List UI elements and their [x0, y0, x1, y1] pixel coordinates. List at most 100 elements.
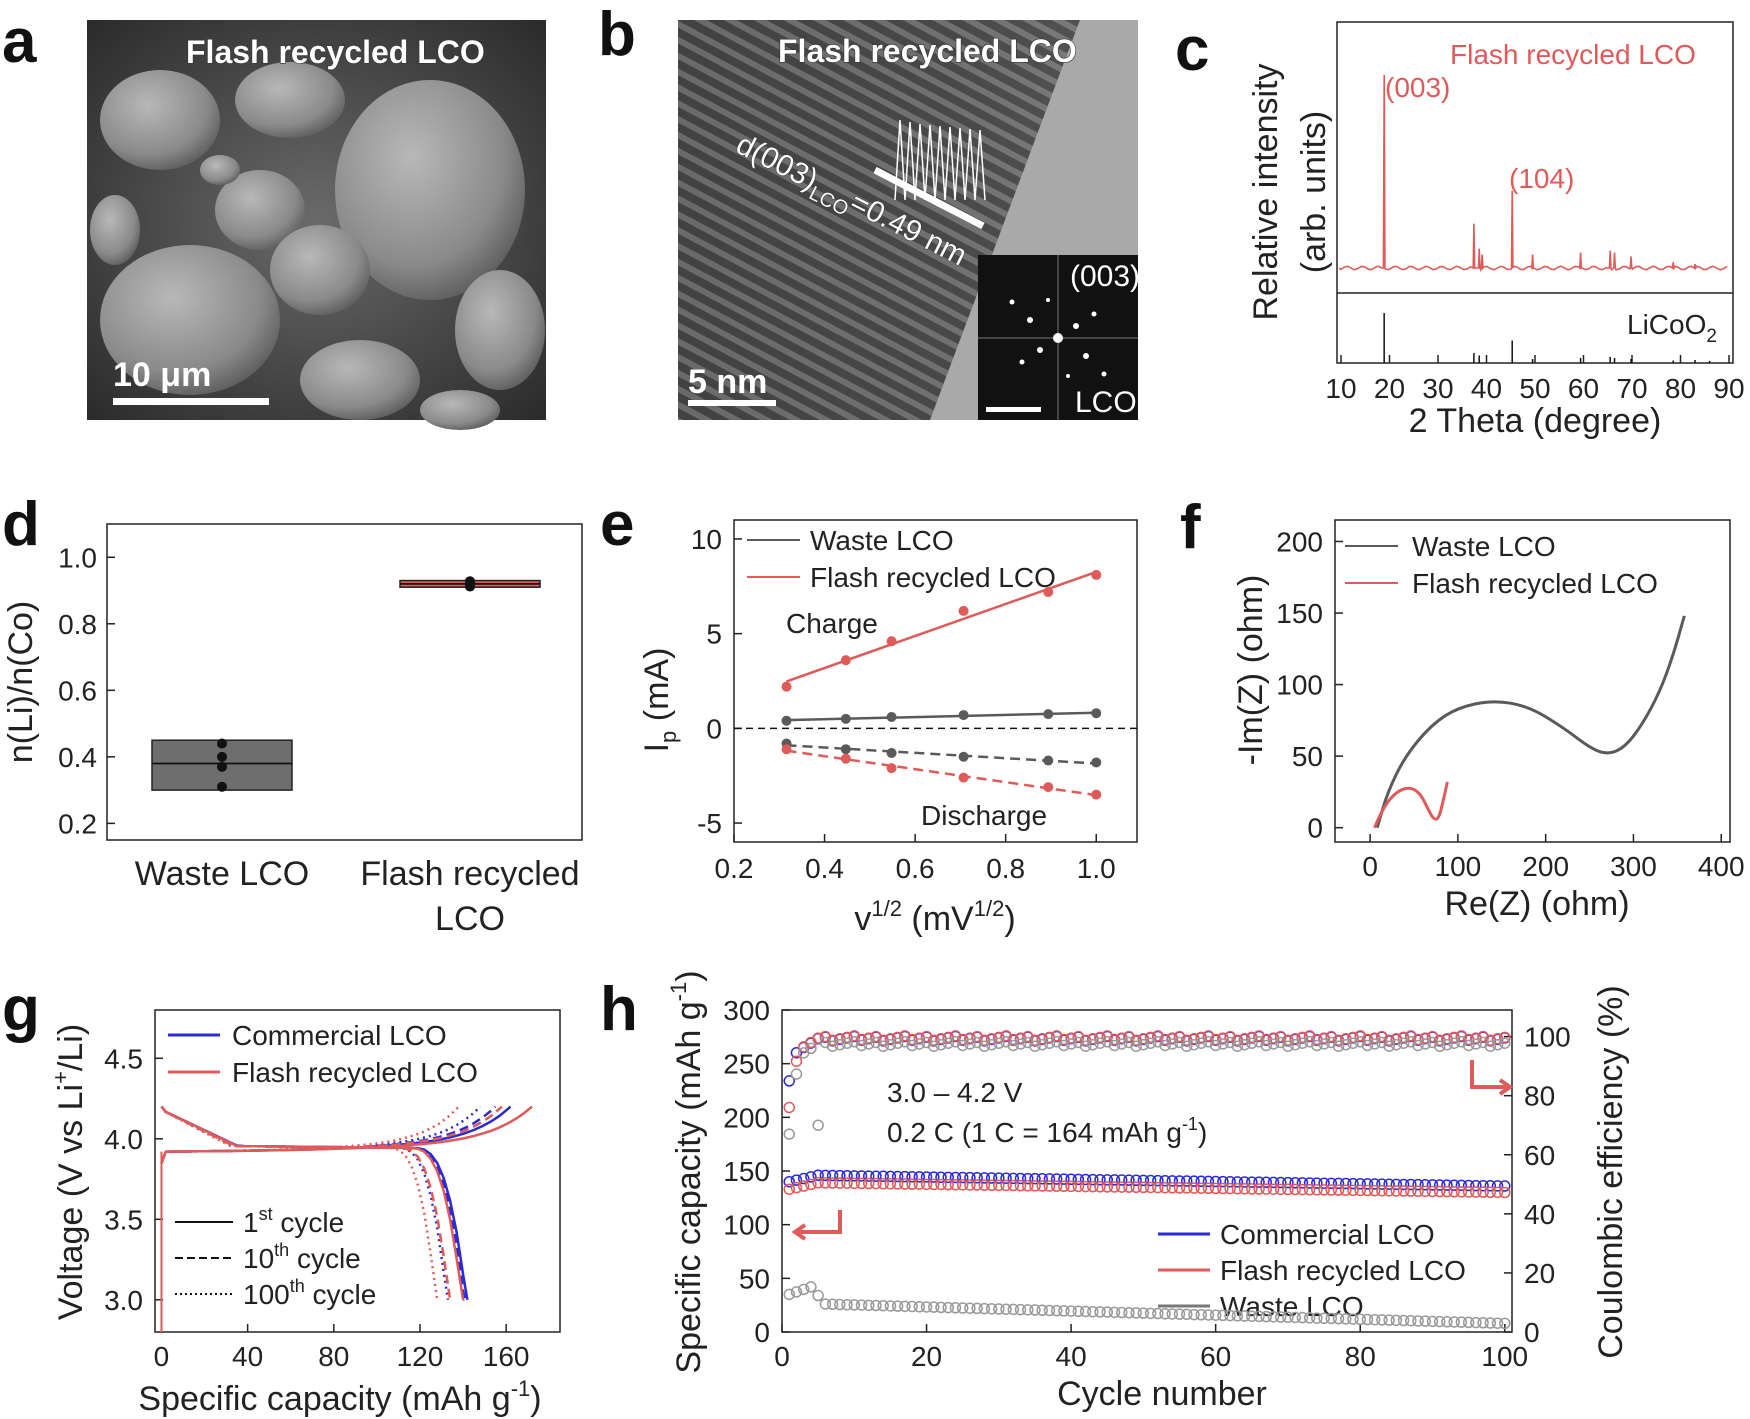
cyc-capacity-point — [1130, 1307, 1142, 1319]
cyc-capacity-point — [935, 1301, 947, 1314]
cyc-capacity-point — [1368, 1178, 1381, 1190]
panel-d: d n(Li)/n(Co) Waste LCO Flash recycled L… — [2, 490, 583, 938]
cyc-ce-point — [935, 1038, 947, 1051]
cyc-capacity-point — [1043, 1304, 1056, 1317]
cv-x-tick-label: 0.2 — [715, 853, 754, 884]
cyc-capacity-point — [1050, 1173, 1063, 1185]
cyc-capacity-point — [1224, 1309, 1236, 1322]
cyc-capacity-point — [841, 1169, 853, 1182]
cyc-y-left-tick-label: 150 — [723, 1156, 770, 1187]
vp-ticks: 0 40 80 120 160 3.0 3.5 4.0 4.5 — [104, 1043, 529, 1372]
cv-point — [1043, 586, 1054, 597]
cyc-capacity-point — [1470, 1179, 1482, 1192]
cyc-ce-point — [928, 1040, 940, 1052]
cyc-capacity-point — [949, 1302, 962, 1314]
box-plots — [151, 576, 541, 792]
cyc-capacity-point — [1108, 1181, 1121, 1193]
cyc-capacity-point — [1014, 1179, 1027, 1192]
cv-plot — [734, 569, 1137, 800]
peak-label-003: (003) — [1385, 72, 1450, 103]
box-frame — [106, 523, 583, 841]
cyc-capacity-point — [971, 1172, 983, 1184]
tem-scale-bar — [688, 400, 776, 406]
eis-frame — [1334, 519, 1731, 843]
cyc-capacity-point — [1354, 1313, 1366, 1326]
cyc-capacity-point — [1021, 1180, 1034, 1192]
cyc-capacity-point — [1108, 1174, 1121, 1186]
cyc-capacity-point — [1029, 1172, 1041, 1185]
legend-cycle-100: 100th cycle — [243, 1276, 376, 1310]
vp-x-tick-label: 160 — [483, 1341, 530, 1372]
cv-y-tick-label: 0 — [706, 713, 722, 744]
cyc-capacity-point — [1058, 1180, 1070, 1193]
cyc-capacity-point — [1238, 1183, 1251, 1195]
cyc-capacity-point — [978, 1179, 991, 1191]
cyc-capacity-point — [1152, 1181, 1164, 1194]
cyc-legend-waste: Waste LCO — [1220, 1291, 1364, 1322]
cyc-capacity-point — [949, 1171, 962, 1184]
cyc-capacity-point — [1173, 1308, 1186, 1320]
cyc-capacity-point — [1433, 1179, 1446, 1191]
lattice-fringes — [678, 20, 1080, 420]
cyc-capacity-point — [1354, 1178, 1366, 1190]
cyc-capacity-point — [906, 1178, 918, 1190]
cv-point — [886, 636, 897, 647]
cyc-capacity-point — [1014, 1303, 1027, 1316]
cyc-ce-point — [1347, 1037, 1359, 1049]
cyc-capacity-point — [1433, 1185, 1446, 1198]
cyc-ce-point — [855, 1039, 868, 1052]
cyc-capacity-point — [884, 1300, 897, 1312]
cyc-capacity-point — [1123, 1181, 1135, 1193]
cyc-y-right-tick-label: 20 — [1524, 1258, 1555, 1289]
cyc-ce-point — [1246, 1037, 1258, 1049]
cyc-ce-point — [1499, 1037, 1511, 1049]
cyc-capacity-point — [1376, 1178, 1388, 1190]
cyc-capacity-point — [1036, 1173, 1048, 1185]
cyc-ce-point — [783, 1101, 795, 1114]
cyc-capacity-point — [899, 1170, 911, 1183]
cyc-x-tick-label: 60 — [1200, 1341, 1231, 1372]
cv-point — [1091, 789, 1102, 800]
cyc-ce-point — [1282, 1040, 1294, 1052]
cyc-ce-point — [1043, 1037, 1056, 1049]
cyc-capacity-point — [855, 1299, 868, 1311]
cyc-ce-point — [1238, 1038, 1251, 1051]
cyc-capacity-point — [1159, 1308, 1171, 1320]
cyc-capacity-point — [1296, 1177, 1309, 1189]
cv-point — [1091, 708, 1102, 719]
box-point — [217, 738, 227, 749]
cyc-capacity-point — [1303, 1312, 1316, 1324]
cyc-ce-point — [1289, 1038, 1301, 1051]
cyc-capacity-point — [862, 1299, 875, 1312]
cyc-capacity-point — [1166, 1182, 1179, 1194]
cyc-capacity-point — [1383, 1185, 1395, 1197]
legend-cycle-10: 10th cycle — [243, 1240, 361, 1274]
cyc-legend-flash: Flash recycled LCO — [1220, 1255, 1466, 1286]
cyc-x-tick-label: 100 — [1481, 1341, 1528, 1372]
cyc-capacity-point — [805, 1171, 817, 1183]
cyc-capacity-point — [819, 1177, 832, 1189]
cyc-capacity-point — [1311, 1184, 1323, 1196]
cyc-capacity-point — [812, 1169, 824, 1182]
cyc-capacity-point — [993, 1179, 1005, 1192]
eis-ylabel: -Im(Z) (ohm) — [1232, 575, 1270, 766]
panel-e: e Ip (mA) v1/2 (mV1/2) Waste LCO Flash r… — [600, 490, 1138, 938]
vp-y-tick-label: 3.0 — [104, 1285, 143, 1316]
cyc-capacity-point — [985, 1172, 998, 1184]
xrd-x-tick-label: 70 — [1616, 373, 1647, 404]
cyc-capacity-point — [1181, 1175, 1193, 1187]
cyc-capacity-point — [1376, 1314, 1388, 1326]
cyc-capacity-point — [819, 1298, 832, 1310]
cyc-capacity-point — [790, 1181, 803, 1194]
vp-curves — [160, 1105, 533, 1332]
cyc-capacity-point — [1217, 1182, 1229, 1195]
cyc-capacity-point — [1137, 1307, 1150, 1319]
cyc-capacity-point — [1253, 1183, 1265, 1195]
box-cat-flash-line2: LCO — [435, 900, 505, 938]
cyc-capacity-point — [1014, 1172, 1027, 1185]
box-ticks: 0.2 0.4 0.6 0.8 1.0 — [58, 542, 115, 839]
cyc-ce-point — [1144, 1037, 1157, 1049]
cyc-capacity-point — [1238, 1176, 1251, 1188]
cv-point — [1091, 757, 1102, 768]
legend-cycle-1: 1st cycle — [243, 1204, 344, 1238]
